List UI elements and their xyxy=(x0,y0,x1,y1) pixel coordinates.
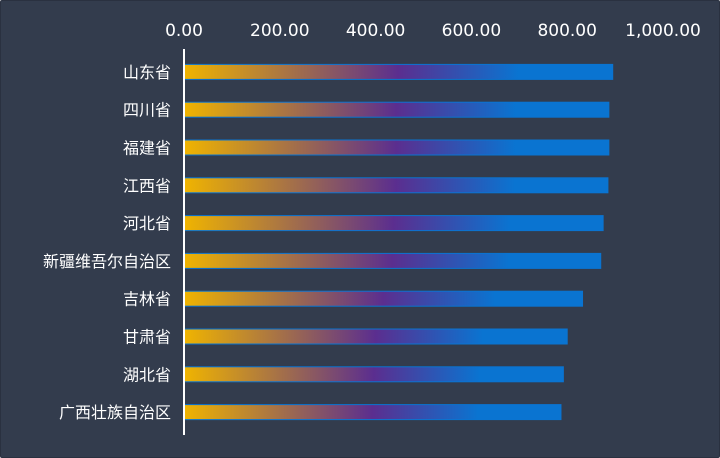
bar xyxy=(183,252,602,269)
bar xyxy=(183,215,604,232)
bar xyxy=(183,101,610,118)
category-label: 新疆维吾尔自治区 xyxy=(43,252,171,271)
x-tick-label: 200.00 xyxy=(250,21,309,41)
x-axis-ticks: 0.00 200.00 400.00 600.00 800.00 1,000.00 xyxy=(165,21,701,41)
x-tick-label: 600.00 xyxy=(442,21,501,41)
category-label: 河北省 xyxy=(123,214,171,233)
x-tick-label: 0.00 xyxy=(165,21,203,41)
bar xyxy=(183,366,564,383)
category-label: 江西省 xyxy=(123,176,171,195)
category-label: 山东省 xyxy=(123,63,171,82)
bars xyxy=(183,63,614,421)
bar xyxy=(183,139,610,156)
bar xyxy=(183,63,614,80)
bar xyxy=(183,290,584,307)
bar xyxy=(183,177,609,194)
category-label: 甘肃省 xyxy=(123,328,171,347)
category-label: 广西壮族自治区 xyxy=(59,403,171,422)
x-tick-label: 400.00 xyxy=(346,21,405,41)
x-tick-label: 800.00 xyxy=(537,21,596,41)
bar xyxy=(183,328,568,345)
category-label: 四川省 xyxy=(123,101,171,120)
category-label: 福建省 xyxy=(123,139,171,158)
bar xyxy=(183,404,562,421)
category-label: 湖北省 xyxy=(123,365,171,384)
x-tick-label: 1,000.00 xyxy=(625,21,701,41)
category-label: 吉林省 xyxy=(123,290,171,309)
